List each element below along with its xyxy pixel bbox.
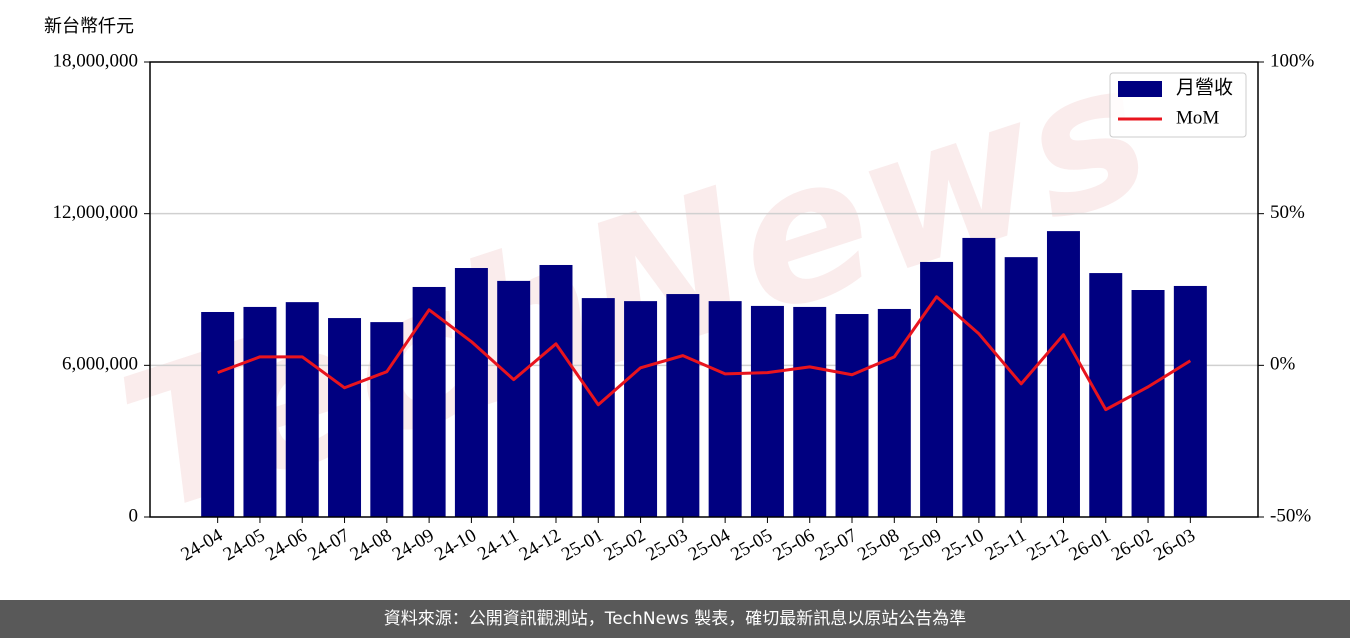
bar — [666, 294, 700, 517]
bar — [1173, 285, 1207, 517]
bar — [370, 322, 404, 517]
x-tick-label: 24-09 — [389, 525, 438, 565]
x-tick-label: 25-03 — [643, 525, 692, 565]
y2-tick-label: 100% — [1270, 50, 1315, 71]
y-axis-label: 新台幣仟元 — [44, 16, 134, 37]
line — [217, 295, 1192, 412]
y2-tick-label: -50% — [1270, 505, 1311, 526]
bar — [243, 306, 277, 517]
x-tick-label: 25-05 — [727, 525, 776, 565]
x-tick-label: 26-02 — [1108, 525, 1157, 565]
x-tick-label: 25-11 — [982, 525, 1030, 565]
x-tick-label: 25-01 — [558, 525, 607, 565]
x-tick-label: 26-03 — [1150, 525, 1199, 565]
bar — [708, 301, 742, 517]
x-tick-label: 24-10 — [431, 525, 480, 565]
bar — [1046, 231, 1080, 517]
x-tick-label: 25-07 — [812, 525, 861, 565]
bar — [1131, 290, 1165, 517]
bar — [497, 280, 531, 517]
x-tick-label: 24-11 — [474, 525, 522, 565]
bar — [835, 314, 869, 517]
x-tick-label: 25-02 — [600, 525, 649, 565]
y-tick-label: 12,000,000 — [53, 202, 139, 223]
bar — [201, 311, 235, 517]
x-tick-label: 25-10 — [939, 525, 988, 565]
x-tick-label: 25-04 — [685, 525, 734, 566]
x-tick-label: 24-12 — [516, 525, 565, 565]
y2-tick-label: 50% — [1270, 202, 1305, 223]
y2-tick-label: 0% — [1270, 354, 1296, 375]
bar — [1089, 273, 1123, 517]
x-tick-label: 25-12 — [1023, 525, 1072, 565]
chart: 新台幣仟元 TechNews06,000,00012,000,00018,000… — [44, 16, 1315, 566]
legend-label: 月營收 — [1176, 76, 1233, 98]
y-tick-label: 6,000,000 — [62, 354, 138, 375]
bar — [328, 318, 362, 517]
footer: 資料來源：公開資訊觀測站，TechNews 製表，確切最新訊息以原站公告為準 — [0, 600, 1350, 638]
bar — [962, 237, 996, 517]
bar — [793, 306, 827, 517]
x-tick-label: 24-06 — [262, 525, 311, 565]
bar — [412, 286, 446, 517]
x-tick-label: 26-01 — [1066, 525, 1115, 565]
x-tick-label: 25-08 — [854, 525, 903, 565]
legend: 月營收 MoM — [1109, 72, 1247, 138]
bar — [539, 264, 573, 517]
x-tick-label: 25-06 — [770, 525, 819, 565]
bar — [1004, 257, 1038, 517]
y-tick-label: 18,000,000 — [53, 50, 139, 71]
bar — [624, 301, 658, 517]
x-tick-label: 25-09 — [896, 525, 945, 565]
y-tick-label: 0 — [129, 505, 139, 526]
bar — [750, 305, 784, 517]
legend-swatch — [1118, 81, 1162, 97]
x-tick-label: 24-07 — [304, 525, 353, 565]
bar — [454, 268, 488, 517]
plot-frame — [149, 61, 1259, 518]
bar — [920, 261, 954, 517]
bar — [581, 298, 615, 517]
legend-label: MoM — [1176, 107, 1219, 128]
bar — [285, 302, 319, 517]
x-tick-label: 24-08 — [347, 525, 396, 565]
